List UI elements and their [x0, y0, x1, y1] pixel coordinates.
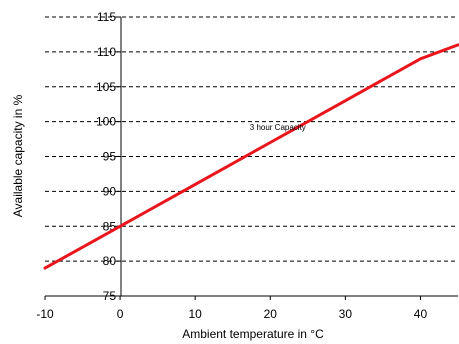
y-tick-label: 80 — [103, 254, 117, 268]
grid-lines — [45, 16, 458, 262]
annotations: 3 hour Capacity — [250, 123, 306, 132]
x-tick-label: 0 — [117, 307, 124, 321]
y-tick-label: 95 — [103, 150, 117, 164]
x-axis-label: Ambient temperature in °C — [182, 327, 324, 341]
y-axis-label: Available capacity in % — [11, 94, 25, 217]
series-line — [43, 43, 459, 270]
x-ticks: -10 0 10 20 30 40 — [36, 296, 427, 321]
y-tick-label: 105 — [96, 80, 116, 94]
x-tick-label: -10 — [36, 307, 54, 321]
y-tick-label: 90 — [103, 184, 117, 198]
x-tick-label: 30 — [339, 307, 353, 321]
series-group — [43, 43, 459, 270]
x-tick-label: 10 — [189, 307, 203, 321]
annotation-label: 3 hour Capacity — [250, 123, 306, 132]
y-tick-label: 75 — [103, 289, 117, 303]
y-tick-label: 100 — [96, 115, 116, 129]
x-tick-label: 20 — [264, 307, 278, 321]
x-tick-label: 40 — [414, 307, 428, 321]
y-tick-label: 115 — [97, 10, 116, 24]
y-tick-label: 110 — [97, 45, 116, 59]
